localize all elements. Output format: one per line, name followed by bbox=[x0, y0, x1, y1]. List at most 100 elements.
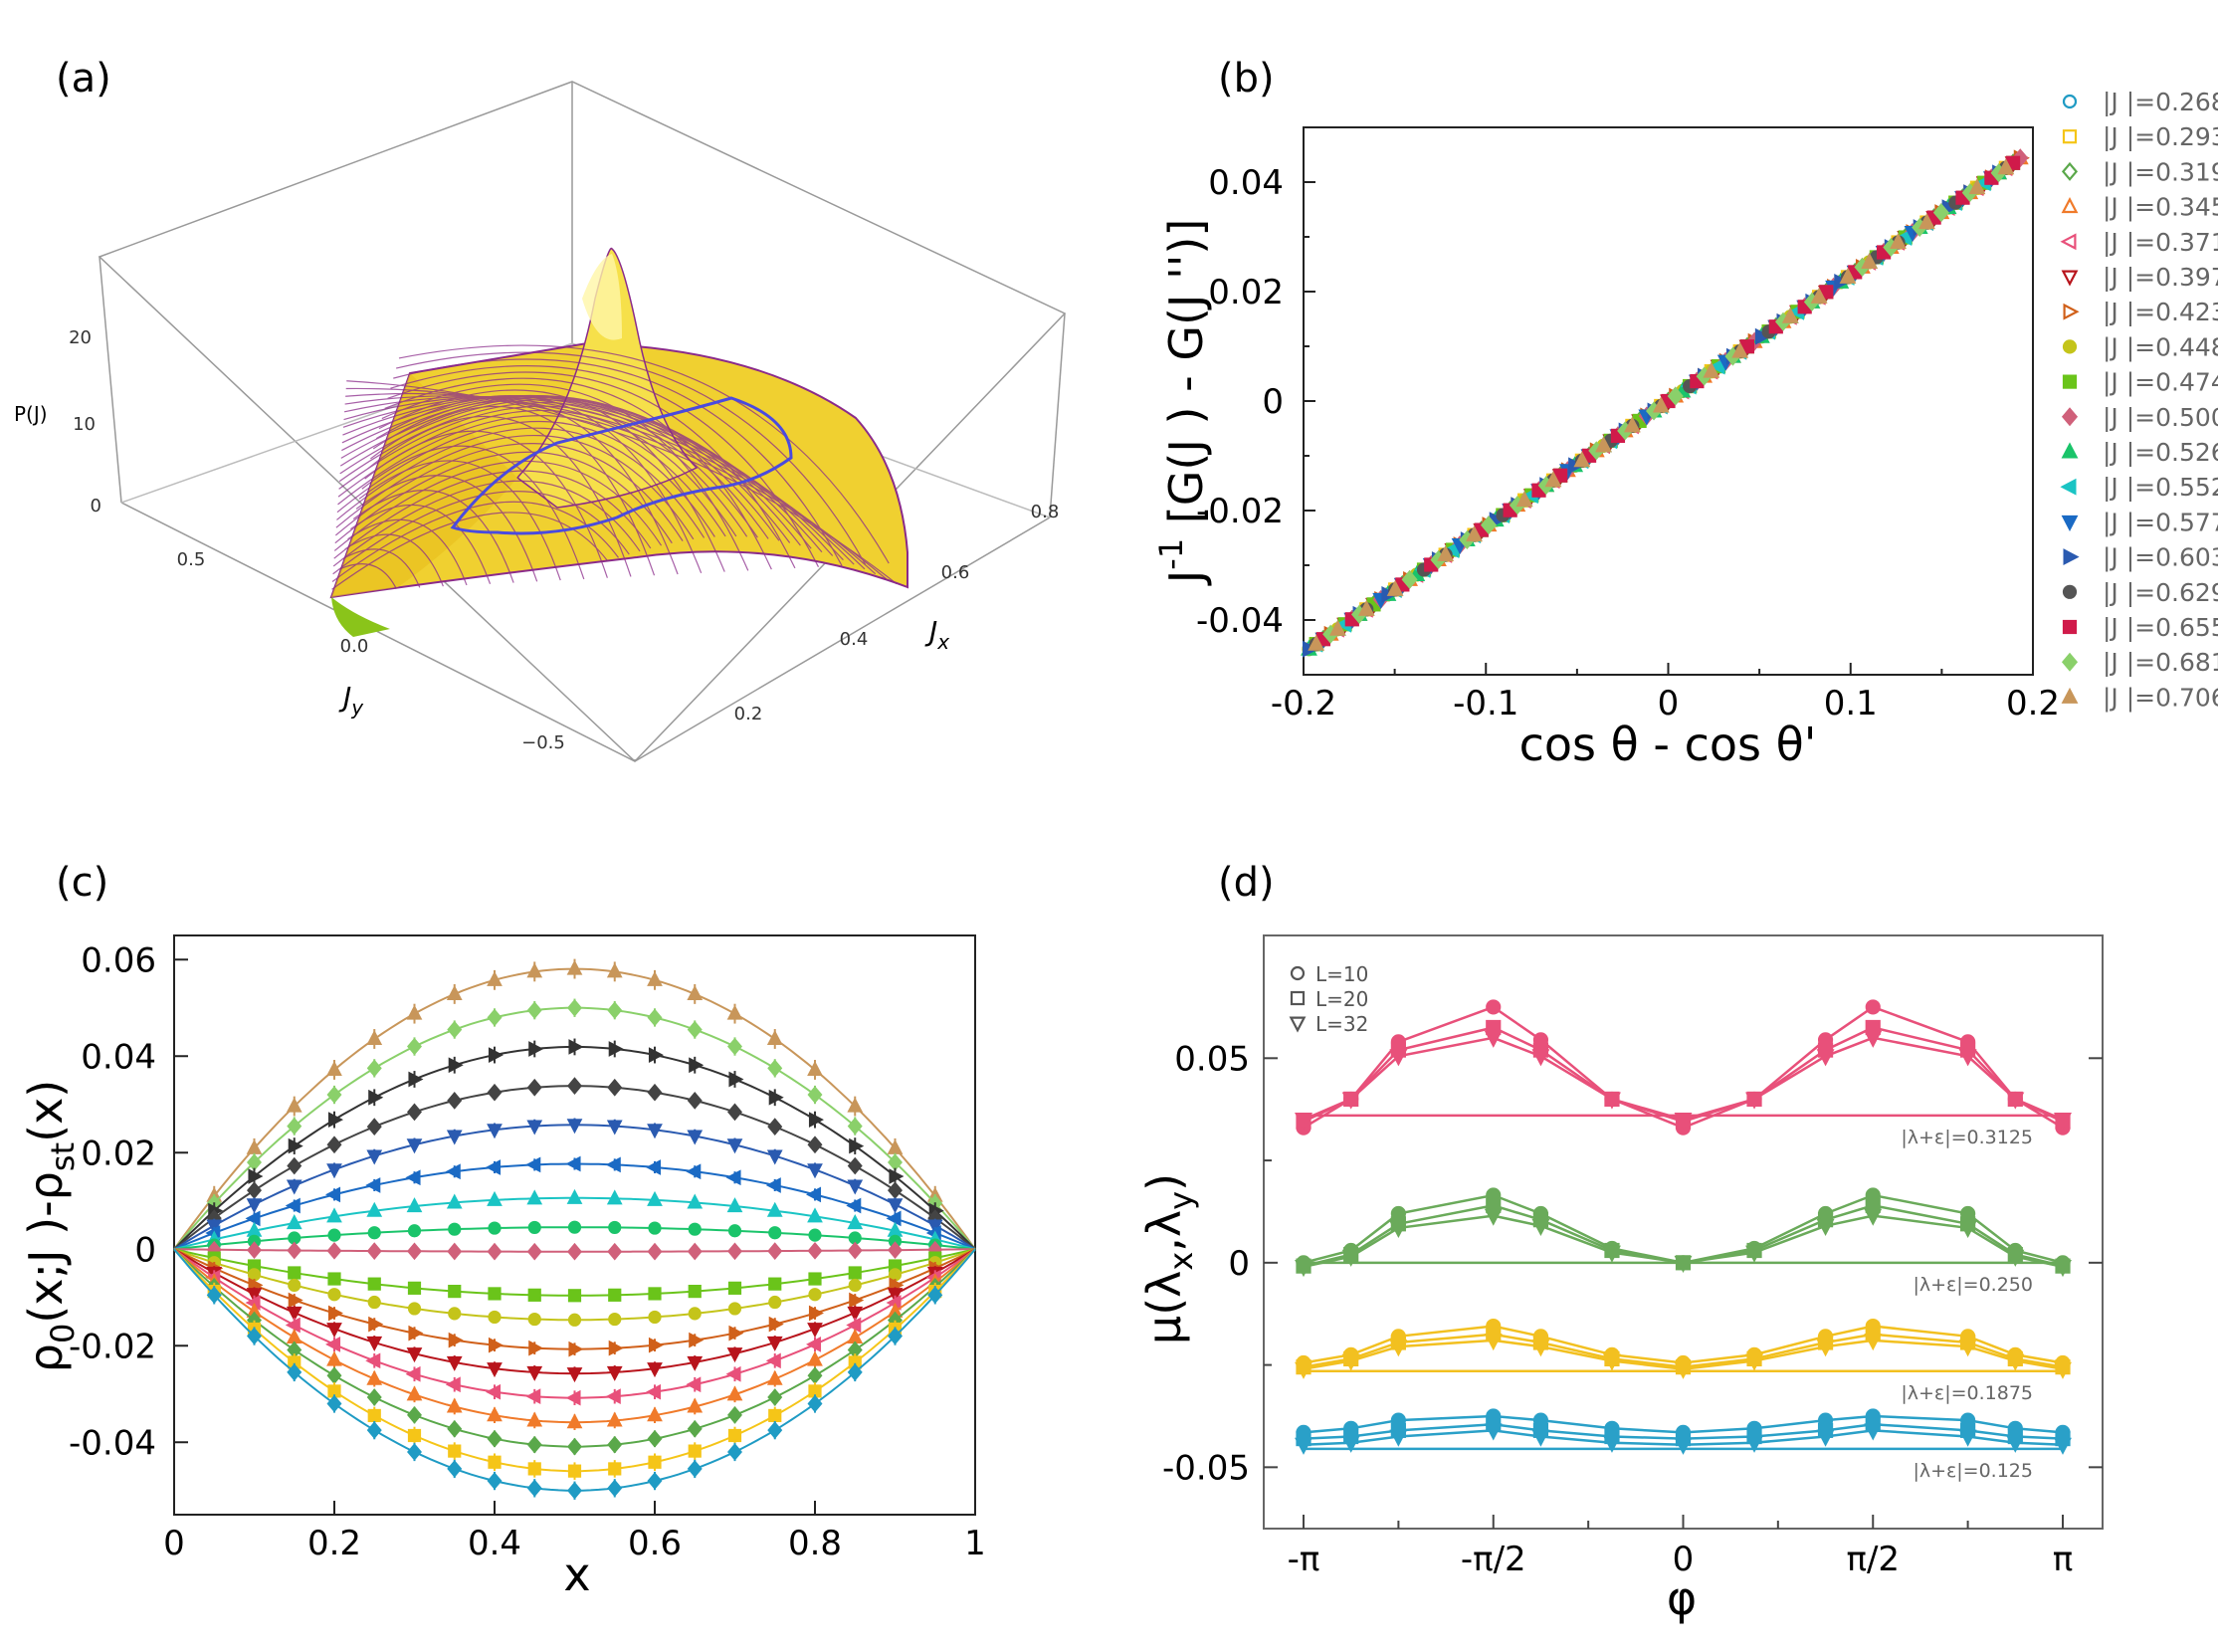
mesh-line bbox=[364, 430, 608, 578]
legend-label: |J |=0.345 bbox=[2103, 193, 2218, 222]
legend-marker bbox=[2061, 161, 2079, 181]
y-tick-0.5: 0.5 bbox=[177, 549, 206, 570]
data-point bbox=[768, 1226, 782, 1240]
data-point bbox=[1703, 361, 1720, 378]
data-point bbox=[1437, 544, 1455, 562]
data-point bbox=[446, 1193, 463, 1209]
data-point bbox=[526, 1365, 543, 1381]
data-point bbox=[926, 1219, 943, 1235]
legend-label: L=10 bbox=[1315, 962, 1368, 986]
panel-c-label: (c) bbox=[56, 860, 108, 906]
data-point bbox=[488, 1047, 504, 1063]
group-label: |λ+ε|=0.125 bbox=[1913, 1460, 2033, 1482]
panel-d-line-plot: (d) -π -π/2 0 π/2 π0.050-0.05 |λ+ε|=0.3125|λ… bbox=[1137, 860, 2104, 1625]
data-point bbox=[526, 1242, 542, 1261]
legend-label: L=20 bbox=[1315, 987, 1368, 1011]
data-point bbox=[486, 1383, 502, 1400]
legend-label: |J |=0.526 bbox=[2103, 438, 2218, 467]
z-tick-20: 20 bbox=[69, 327, 92, 348]
data-point bbox=[808, 1288, 822, 1302]
data-point bbox=[726, 1197, 743, 1213]
y-tick-label: 0 bbox=[1262, 382, 1284, 422]
data-point bbox=[1573, 451, 1591, 468]
x-tick-label: 0 bbox=[1673, 1540, 1695, 1579]
mesh-line bbox=[352, 490, 514, 583]
y-tick-label: 0.02 bbox=[1208, 273, 1284, 312]
data-point bbox=[847, 1179, 864, 1195]
data-point bbox=[487, 970, 503, 986]
data-point bbox=[326, 1136, 342, 1154]
data-point bbox=[1295, 1437, 1312, 1455]
data-point bbox=[1295, 1259, 1312, 1278]
data-point bbox=[447, 1460, 463, 1478]
data-point bbox=[366, 1059, 382, 1078]
legend-marker bbox=[1289, 1016, 1307, 1033]
data-point bbox=[688, 1222, 702, 1236]
group-label: |λ+ε|=0.3125 bbox=[1901, 1127, 2033, 1148]
data-point bbox=[487, 1362, 503, 1378]
data-point bbox=[326, 1394, 342, 1413]
data-point bbox=[1918, 213, 1935, 230]
data-point bbox=[806, 1337, 822, 1352]
data-point bbox=[687, 1130, 704, 1145]
legend-label: |J |=0.500 bbox=[2103, 403, 2218, 432]
data-point bbox=[566, 959, 583, 975]
data-point bbox=[647, 1429, 663, 1448]
data-point bbox=[448, 1444, 462, 1458]
data-point bbox=[446, 1397, 463, 1413]
data-point bbox=[608, 1041, 624, 1057]
data-point bbox=[767, 1118, 783, 1136]
mesh-line bbox=[334, 451, 673, 544]
mesh-line bbox=[336, 427, 706, 538]
surface-mesh bbox=[331, 344, 898, 590]
data-point bbox=[607, 1242, 623, 1261]
data-point bbox=[727, 1428, 742, 1443]
data-point bbox=[2006, 1435, 2025, 1453]
data-point bbox=[1531, 1049, 1550, 1067]
data-point bbox=[687, 984, 704, 1000]
data-point bbox=[2006, 1092, 2025, 1110]
data-point bbox=[1341, 1435, 1360, 1453]
data-point bbox=[847, 1241, 863, 1260]
legend-marker bbox=[2062, 374, 2078, 389]
data-point bbox=[648, 1455, 662, 1469]
mesh-line bbox=[335, 435, 695, 540]
data-point bbox=[406, 1138, 423, 1154]
panel-a-label: (a) bbox=[56, 56, 111, 102]
data-point bbox=[1603, 1092, 1621, 1110]
data-point bbox=[327, 1305, 343, 1322]
data-point bbox=[566, 1413, 583, 1429]
data-point bbox=[647, 1472, 663, 1490]
data-point bbox=[647, 970, 663, 986]
data-point bbox=[1480, 516, 1498, 535]
data-point bbox=[528, 1041, 544, 1057]
data-point bbox=[447, 1092, 463, 1110]
data-point bbox=[768, 1408, 782, 1423]
panel-b-label: (b) bbox=[1218, 56, 1275, 102]
data-point bbox=[247, 1241, 262, 1259]
data-point bbox=[407, 1302, 422, 1316]
y-tick-label: -0.02 bbox=[69, 1327, 156, 1366]
data-point bbox=[1486, 999, 1502, 1015]
data-point bbox=[445, 1376, 461, 1393]
data-point bbox=[567, 1437, 582, 1456]
mesh-line bbox=[344, 533, 444, 587]
legend-marker bbox=[2061, 515, 2079, 531]
panel-a-box bbox=[98, 81, 1067, 763]
data-point bbox=[848, 1278, 862, 1293]
data-point bbox=[447, 1242, 463, 1261]
mesh-line bbox=[333, 470, 652, 559]
data-point bbox=[445, 1163, 461, 1180]
data-point bbox=[807, 1394, 823, 1413]
legend-marker bbox=[2060, 233, 2077, 251]
mesh-line bbox=[350, 504, 492, 584]
data-point bbox=[726, 1385, 743, 1401]
data-point bbox=[1466, 525, 1483, 542]
data-point bbox=[565, 1155, 581, 1172]
data-point bbox=[566, 1367, 583, 1383]
data-point bbox=[765, 1352, 781, 1369]
mesh-line bbox=[367, 415, 632, 577]
data-point bbox=[567, 998, 582, 1017]
x-tick-0.8: 0.8 bbox=[1031, 502, 1060, 522]
data-point bbox=[287, 1363, 302, 1381]
